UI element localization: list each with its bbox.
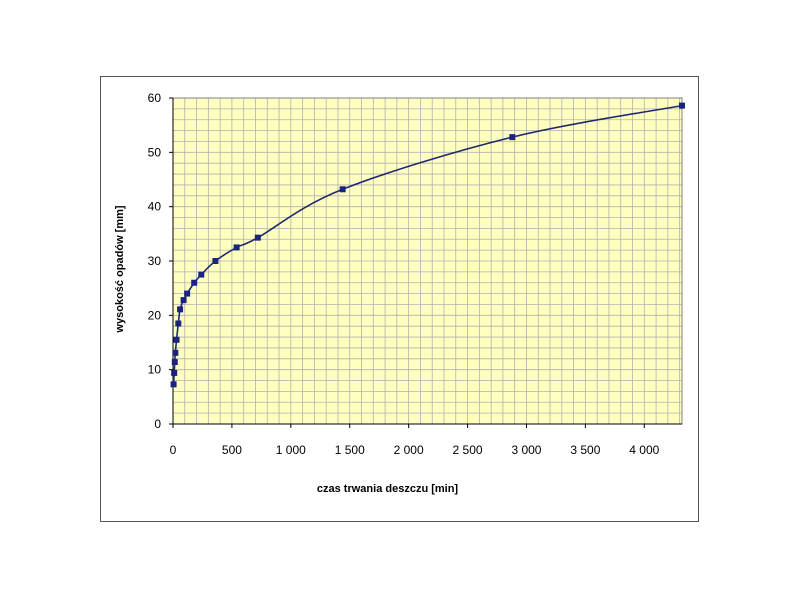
data-point	[679, 102, 685, 109]
x-tick-label: 4 000	[629, 443, 659, 457]
x-tick-label: 3 000	[511, 443, 541, 457]
y-tick-label: 20	[148, 308, 162, 322]
x-tick-label: 1 000	[276, 443, 306, 457]
data-point	[339, 186, 346, 193]
x-tick-label: 0	[170, 443, 177, 457]
data-point	[175, 320, 182, 327]
chart-frame: 0 500 1 000 1 500 2 000 2 500 3 000 3 500 4 000 0…	[100, 76, 699, 522]
data-point	[254, 234, 261, 241]
x-tick-label: 3 500	[570, 443, 600, 457]
data-point	[171, 369, 178, 376]
data-points	[170, 102, 685, 388]
data-point	[184, 290, 191, 297]
chart: 0 500 1 000 1 500 2 000 2 500 3 000 3 500 4 000 0…	[114, 91, 685, 495]
data-point	[171, 359, 178, 366]
axes	[169, 97, 682, 428]
data-point	[509, 134, 516, 141]
data-point	[173, 336, 180, 343]
x-tick-label: 2 000	[394, 443, 424, 457]
y-tick-label: 40	[148, 200, 162, 214]
data-point	[198, 271, 205, 278]
data-point	[170, 381, 177, 388]
tick-labels: 0 500 1 000 1 500 2 000 2 500 3 000 3 500 4 000 0…	[148, 91, 660, 457]
y-tick-label: 50	[148, 145, 162, 159]
y-tick-label: 60	[148, 91, 162, 105]
x-tick-label: 500	[222, 443, 242, 457]
data-point	[180, 297, 187, 304]
gridlines	[173, 98, 682, 424]
data-point	[191, 279, 198, 286]
x-tick-label: 2 500	[453, 443, 483, 457]
y-tick-label: 30	[148, 254, 162, 268]
y-tick-label: 0	[154, 417, 161, 431]
data-point	[233, 244, 240, 251]
y-axis-title: wysokość opadów [mm]	[114, 205, 126, 333]
data-point	[177, 306, 184, 313]
x-axis-title: czas trwania deszczu [min]	[317, 483, 459, 495]
data-point	[172, 349, 179, 356]
y-tick-label: 10	[148, 363, 162, 377]
x-tick-label: 1 500	[335, 443, 365, 457]
data-point	[212, 258, 219, 264]
